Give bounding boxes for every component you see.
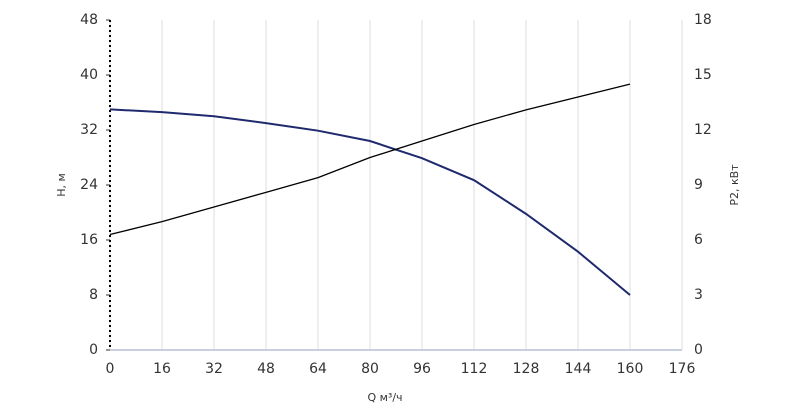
y2-tick-label: 9	[694, 177, 703, 193]
x-tick-label: 0	[106, 361, 115, 377]
y-tick-label: 0	[89, 342, 98, 358]
y2-tick-label: 15	[694, 67, 712, 83]
y2-tick-label: 18	[694, 12, 712, 28]
y2-tick-label: 0	[694, 342, 703, 358]
x-tick-label: 16	[153, 361, 171, 377]
y-axis-label: H, м	[55, 173, 68, 197]
x-tick-label: 128	[513, 361, 540, 377]
x-tick-label: 48	[257, 361, 275, 377]
x-tick-label: 80	[361, 361, 379, 377]
y2-axis-label: P2, кВт	[728, 164, 741, 206]
y-tick-label: 24	[80, 177, 98, 193]
x-tick-label: 64	[309, 361, 327, 377]
series-line	[109, 108, 631, 296]
x-tick-label: 160	[617, 361, 644, 377]
y-tick-label: 32	[80, 122, 98, 138]
x-tick-label: 112	[461, 361, 488, 377]
x-tick-label: 144	[565, 361, 592, 377]
y2-tick-label: 3	[694, 287, 703, 303]
y-tick-label: 8	[89, 287, 98, 303]
y-tick-label: 48	[80, 12, 98, 28]
y2-tick-label: 6	[694, 232, 703, 248]
series-line	[109, 83, 631, 236]
y2-tick-label: 12	[694, 122, 712, 138]
x-tick-label: 32	[205, 361, 223, 377]
x-tick-label: 96	[413, 361, 431, 377]
x-tick-label: 176	[669, 361, 696, 377]
x-axis-label: Q м³/ч	[367, 391, 402, 404]
y-tick-label: 16	[80, 232, 98, 248]
y-tick-label: 40	[80, 67, 98, 83]
